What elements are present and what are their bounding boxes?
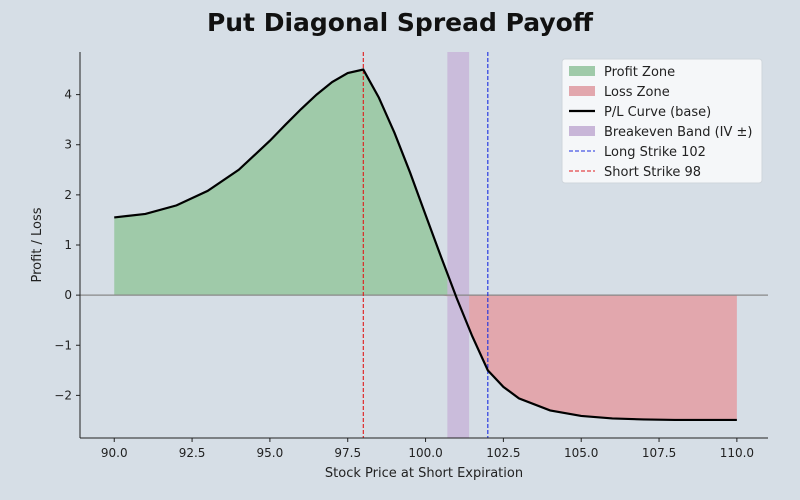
x-tick-label: 110.0 (720, 446, 754, 460)
chart-title: Put Diagonal Spread Payoff (206, 8, 594, 37)
profit-zone-fill (114, 69, 737, 296)
legend: Profit Zone Loss Zone P/L Curve (base) Brea… (561, 58, 763, 184)
legend-swatch (569, 86, 595, 96)
legend-swatch (569, 126, 595, 136)
legend-box (561, 58, 763, 184)
y-tick-label: 3 (64, 138, 72, 152)
legend-entry: Loss Zone (604, 85, 670, 100)
y-tick-label: 2 (64, 188, 72, 202)
x-tick-label: 105.0 (564, 446, 598, 460)
x-tick-label: 92.5 (179, 446, 206, 460)
y-tick-label: −2 (54, 388, 72, 402)
x-tick-label: 95.0 (257, 446, 284, 460)
x-tick-label: 100.0 (408, 446, 442, 460)
x-tick-label: 90.0 (101, 446, 128, 460)
legend-entry: Long Strike 102 (604, 145, 706, 160)
breakeven-band (447, 52, 470, 438)
legend-entry: Short Strike 98 (604, 165, 701, 180)
x-tick-label: 102.5 (486, 446, 520, 460)
y-tick-label: 4 (64, 88, 72, 102)
x-tick-label: 107.5 (642, 446, 676, 460)
y-tick-label: 0 (64, 288, 72, 302)
y-tick-label: −1 (54, 338, 72, 352)
legend-swatch (569, 66, 595, 76)
x-axis-label: Stock Price at Short Expiration (325, 466, 523, 481)
y-axis-label: Profit / Loss (30, 207, 45, 282)
legend-entry: Profit Zone (604, 65, 675, 80)
pl-curve (114, 68, 737, 422)
legend-entry: P/L Curve (base) (604, 105, 711, 120)
loss-zone-fill (114, 295, 737, 420)
x-tick-label: 97.5 (334, 446, 361, 460)
y-tick-label: 1 (64, 238, 72, 252)
legend-entry: Breakeven Band (IV ±) (604, 125, 752, 140)
